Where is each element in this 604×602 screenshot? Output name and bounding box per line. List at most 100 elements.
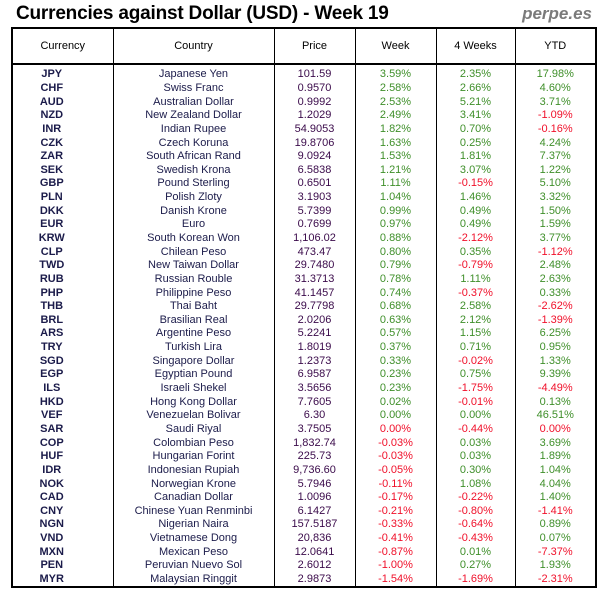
four-week-change: 1.08% <box>435 477 516 491</box>
ytd-change: 1.33% <box>514 354 597 369</box>
header-price[interactable]: Price <box>273 27 356 65</box>
currency-table: Currency Country Price Week 4 Weeks YTD … <box>11 27 597 589</box>
four-week-change: 3.07% <box>435 163 516 178</box>
four-week-change: 3.41% <box>435 108 516 123</box>
header-country[interactable]: Country <box>112 27 275 65</box>
price: 12.0641 <box>273 545 356 560</box>
four-week-change: 0.49% <box>435 218 516 232</box>
ytd-change: 3.77% <box>514 231 597 246</box>
currency-code: MXN <box>11 545 114 560</box>
four-week-change: 0.25% <box>435 136 516 150</box>
price: 1.2029 <box>273 108 356 123</box>
currency-code: COP <box>11 436 114 450</box>
country-name: Indian Rupee <box>112 122 275 137</box>
currency-code: THB <box>11 299 114 314</box>
currency-code: PLN <box>11 190 114 205</box>
ytd-change: 3.69% <box>514 436 597 450</box>
currency-code: SAR <box>11 422 114 437</box>
currency-code: PEN <box>11 559 114 573</box>
ytd-change: 6.25% <box>514 327 597 341</box>
four-week-change: 5.21% <box>435 95 516 109</box>
four-week-change: -0.02% <box>435 354 516 369</box>
page-title: Currencies against Dollar (USD) - Week 1… <box>16 3 389 24</box>
week-change: -0.87% <box>354 545 437 560</box>
week-change: 0.00% <box>354 409 437 423</box>
currency-code: TWD <box>11 258 114 273</box>
table-row: CNY Chinese Yuan Renminbi 6.1427 -0.21% -0.8… <box>11 504 597 519</box>
currency-code: ILS <box>11 381 114 396</box>
table-row: CZK Czech Koruna 19.8706 1.63% 0.25% 4.24% <box>11 136 597 150</box>
currency-code: CLP <box>11 245 114 259</box>
ytd-change: -7.37% <box>514 545 597 560</box>
ytd-change: 2.63% <box>514 272 597 287</box>
price: 1.8019 <box>273 340 356 355</box>
four-week-change: 0.03% <box>435 449 516 464</box>
price: 0.9992 <box>273 95 356 109</box>
price: 5.7399 <box>273 204 356 219</box>
currency-code: KRW <box>11 231 114 246</box>
week-change: 2.53% <box>354 95 437 109</box>
price: 225.73 <box>273 449 356 464</box>
ytd-change: -4.49% <box>514 381 597 396</box>
header-currency[interactable]: Currency <box>11 27 114 65</box>
table-row: EUR Euro 0.7699 0.97% 0.49% 1.59% <box>11 218 597 232</box>
currency-code: CZK <box>11 136 114 150</box>
week-change: -0.17% <box>354 490 437 505</box>
ytd-change: 1.40% <box>514 490 597 505</box>
four-week-change: -1.69% <box>435 572 516 588</box>
country-name: Hungarian Forint <box>112 449 275 464</box>
four-week-change: 1.46% <box>435 190 516 205</box>
four-week-change: -0.64% <box>435 518 516 532</box>
country-name: Peruvian Nuevo Sol <box>112 559 275 573</box>
four-week-change: 0.70% <box>435 122 516 137</box>
country-name: Saudi Riyal <box>112 422 275 437</box>
table-row: RUB Russian Rouble 31.3713 0.78% 1.11% 2.63% <box>11 272 597 287</box>
price: 9,736.60 <box>273 463 356 478</box>
price: 0.9570 <box>273 81 356 96</box>
ytd-change: 0.13% <box>514 395 597 410</box>
table-row: THB Thai Baht 29.7798 0.68% 2.58% -2.62% <box>11 299 597 314</box>
ytd-change: -0.16% <box>514 122 597 137</box>
header-4-weeks[interactable]: 4 Weeks <box>435 27 516 65</box>
table-row: DKK Danish Krone 5.7399 0.99% 0.49% 1.50% <box>11 204 597 219</box>
week-change: 0.80% <box>354 245 437 259</box>
table-row: TWD New Taiwan Dollar 29.7480 0.79% -0.79% 2.… <box>11 258 597 273</box>
week-change: 0.33% <box>354 354 437 369</box>
ytd-change: 7.37% <box>514 149 597 164</box>
price: 29.7798 <box>273 299 356 314</box>
price: 19.8706 <box>273 136 356 150</box>
country-name: Singapore Dollar <box>112 354 275 369</box>
country-name: Swedish Krona <box>112 163 275 178</box>
country-name: Brasilian Real <box>112 313 275 328</box>
ytd-change: -1.09% <box>514 108 597 123</box>
currency-code: PHP <box>11 286 114 300</box>
country-name: Thai Baht <box>112 299 275 314</box>
table-row: GBP Pound Sterling 0.6501 1.11% -0.15% 5.10% <box>11 177 597 191</box>
country-name: Nigerian Naira <box>112 518 275 532</box>
currency-code: DKK <box>11 204 114 219</box>
table-row: JPY Japanese Yen 101.59 3.59% 2.35% 17.98% <box>11 64 597 82</box>
price: 6.1427 <box>273 504 356 519</box>
week-change: 2.58% <box>354 81 437 96</box>
ytd-change: 0.00% <box>514 422 597 437</box>
currency-code: VND <box>11 531 114 546</box>
ytd-change: 0.89% <box>514 518 597 532</box>
table-row: NGN Nigerian Naira 157.5187 -0.33% -0.64% 0.8… <box>11 518 597 532</box>
header-ytd[interactable]: YTD <box>514 27 597 65</box>
week-change: 3.59% <box>354 64 437 82</box>
header-week[interactable]: Week <box>354 27 437 65</box>
week-change: 0.23% <box>354 368 437 382</box>
week-change: 0.78% <box>354 272 437 287</box>
country-name: Hong Kong Dollar <box>112 395 275 410</box>
four-week-change: 1.81% <box>435 149 516 164</box>
four-week-change: -2.12% <box>435 231 516 246</box>
currency-code: CNY <box>11 504 114 519</box>
price: 3.5656 <box>273 381 356 396</box>
currency-code: CHF <box>11 81 114 96</box>
table-row: PEN Peruvian Nuevo Sol 2.6012 -1.00% 0.27% 1.… <box>11 559 597 573</box>
currency-code: RUB <box>11 272 114 287</box>
country-name: Japanese Yen <box>112 64 275 82</box>
country-name: Euro <box>112 218 275 232</box>
country-name: Colombian Peso <box>112 436 275 450</box>
table-row: CHF Swiss Franc 0.9570 2.58% 2.66% 4.60% <box>11 81 597 96</box>
